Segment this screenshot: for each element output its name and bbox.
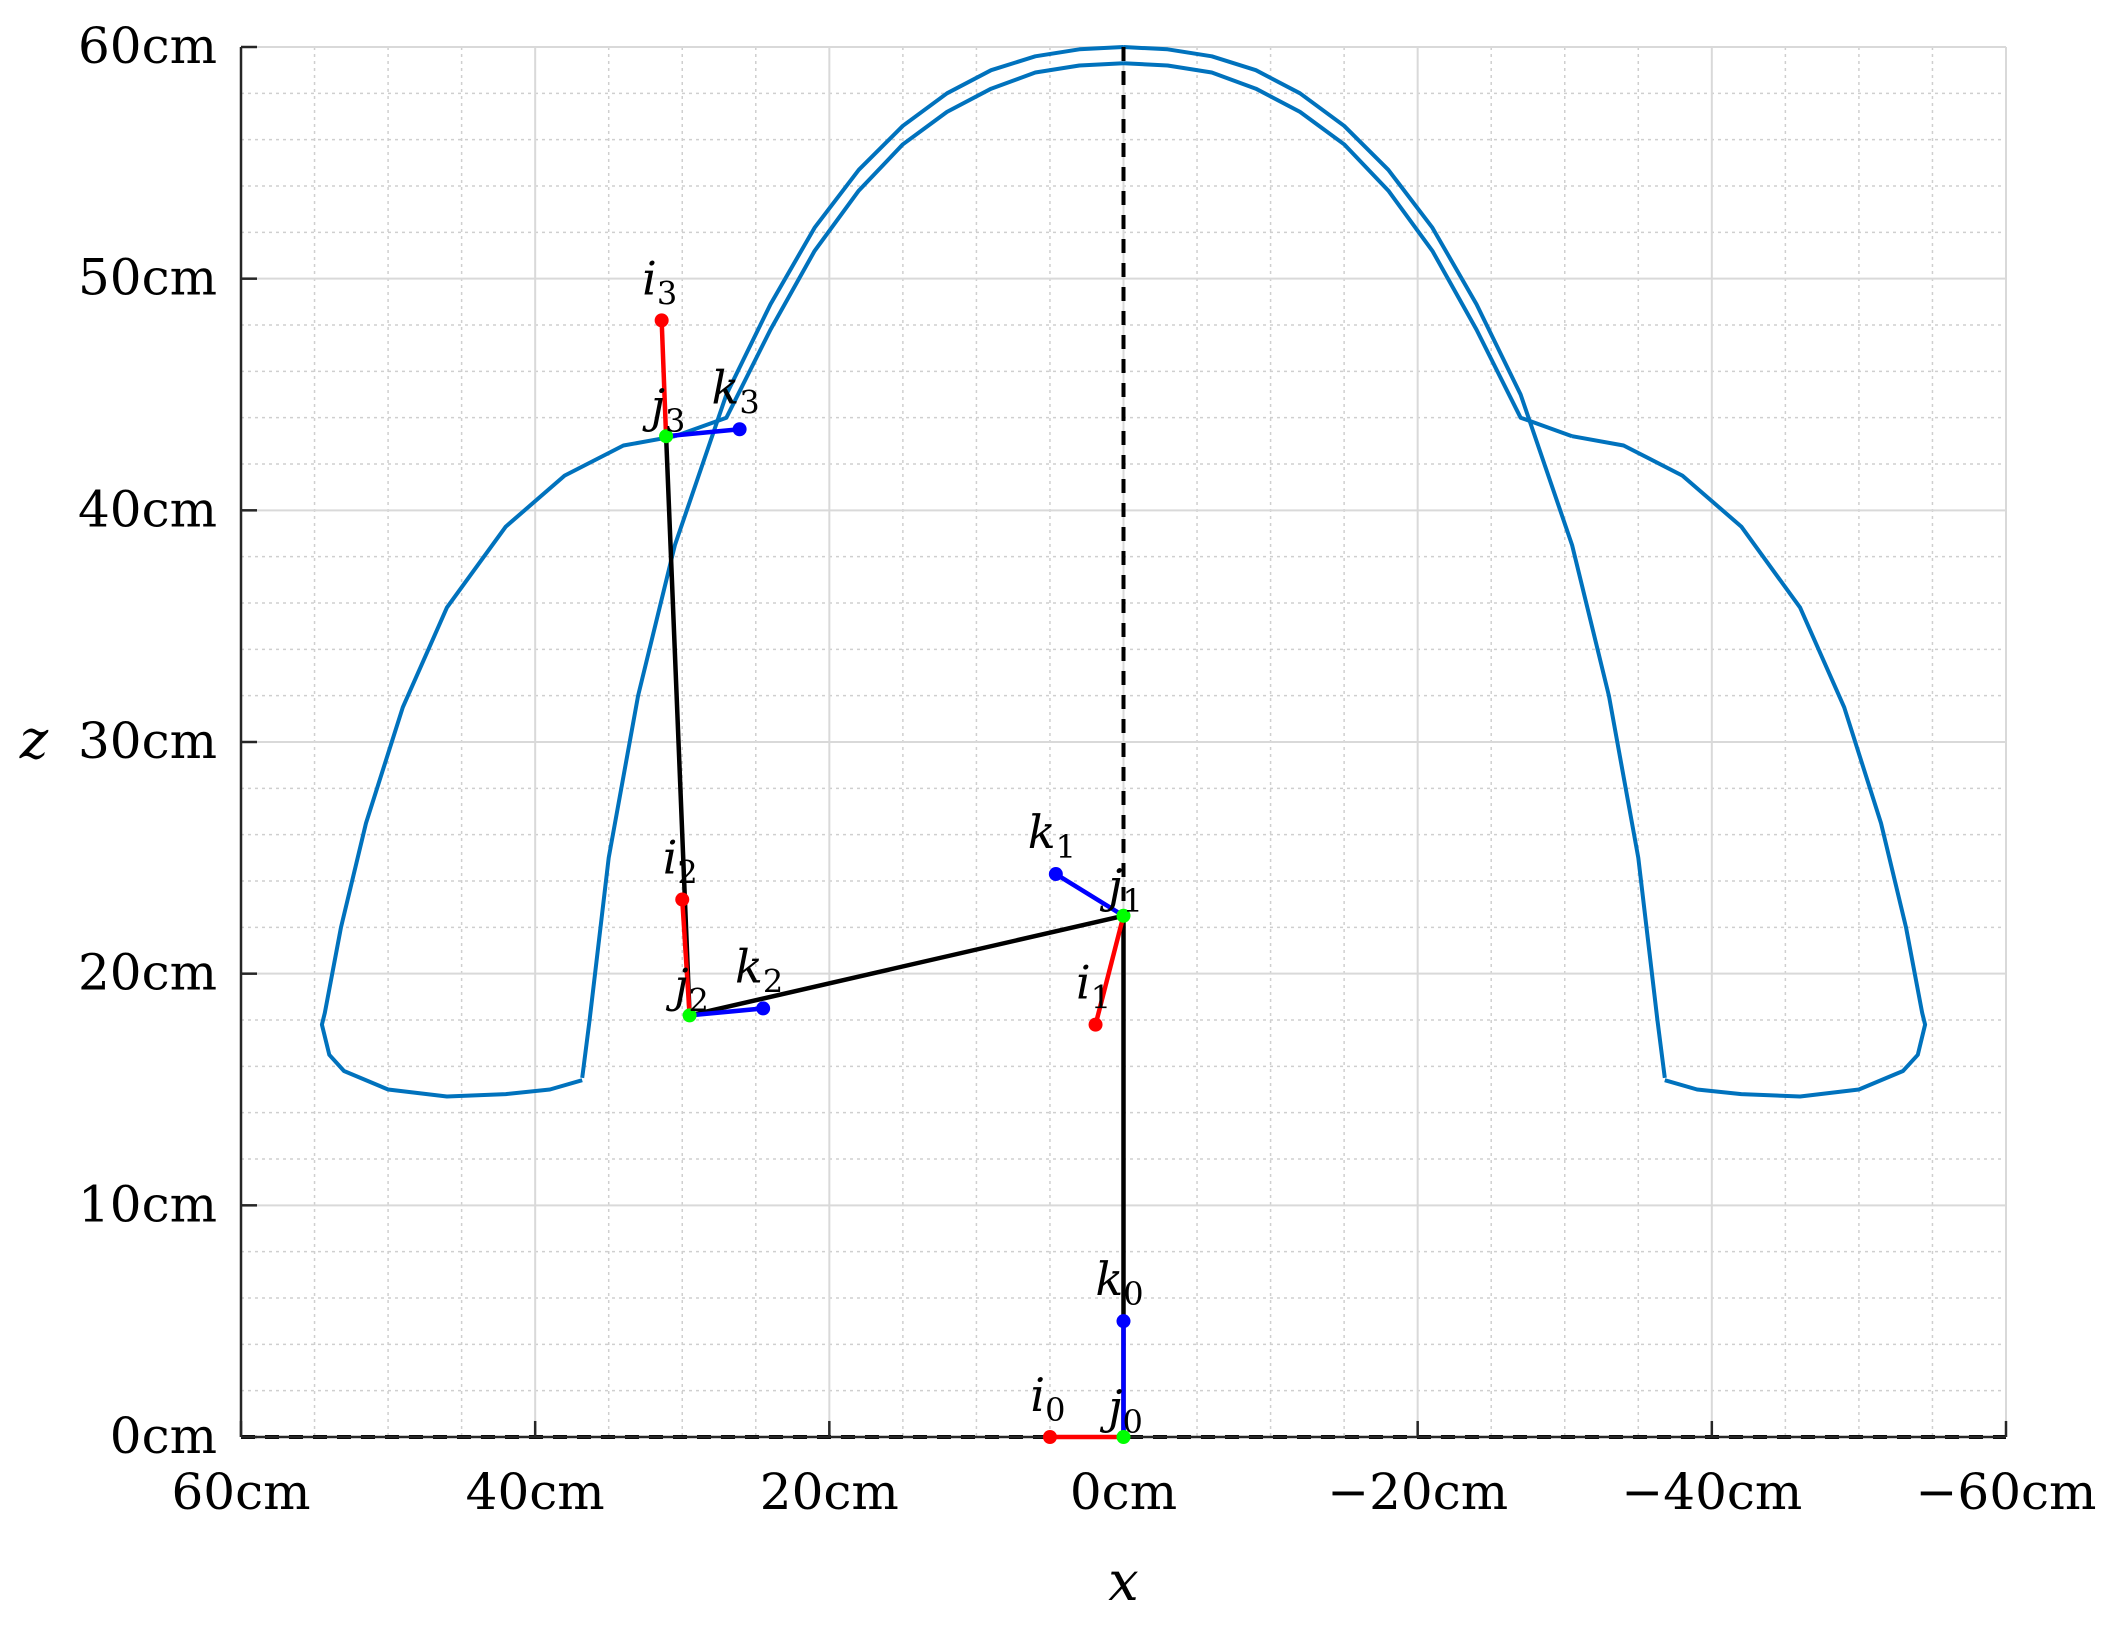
j-label-1: j1 bbox=[1099, 859, 1143, 920]
x-tick-label: −40cm bbox=[1621, 1463, 1802, 1521]
k-point-0 bbox=[1116, 1314, 1131, 1329]
i-axis-2 bbox=[680, 899, 692, 1016]
j-label-0: j0 bbox=[1099, 1380, 1143, 1441]
z-tick-label: 10cm bbox=[78, 1175, 217, 1233]
i-label-2: i2 bbox=[663, 831, 698, 892]
j-point-3 bbox=[659, 429, 674, 444]
j-point-0 bbox=[1116, 1430, 1131, 1444]
i-point-3 bbox=[654, 313, 669, 328]
workspace-boundary-1 bbox=[1123, 61, 1573, 439]
k-axis-2 bbox=[689, 1006, 764, 1018]
z-tick-label: 50cm bbox=[78, 249, 217, 307]
manipulator-links bbox=[663, 436, 1126, 1437]
x-tick-label: 20cm bbox=[760, 1463, 899, 1521]
k-label-2: k2 bbox=[735, 939, 783, 1000]
coordinate-frames: i0 j0 k0 i1 j1 k1 i2 j2 k2 i3 j3 k3 bbox=[642, 251, 1144, 1444]
x-tick-label: 0cm bbox=[1070, 1463, 1177, 1521]
x-tick-label: 60cm bbox=[171, 1463, 310, 1521]
k-axis-3 bbox=[665, 427, 740, 439]
z-axis-label: z bbox=[19, 708, 49, 771]
z-tick-label: 30cm bbox=[78, 712, 217, 770]
k-label-3: k3 bbox=[711, 360, 759, 421]
workspace-boundary-4 bbox=[674, 61, 1124, 439]
x-axis-label: x bbox=[1108, 1550, 1138, 1613]
x-tick-label: −20cm bbox=[1327, 1463, 1508, 1521]
workspace-boundary-2 bbox=[1571, 434, 1928, 1099]
link-chain bbox=[663, 436, 1126, 1437]
i-point-2 bbox=[675, 892, 690, 907]
i-point-1 bbox=[1088, 1017, 1103, 1032]
i-label-1: i1 bbox=[1076, 956, 1111, 1017]
k-point-2 bbox=[756, 1001, 771, 1016]
i-point-0 bbox=[1042, 1430, 1057, 1444]
frame-3: i3 j3 k3 bbox=[642, 251, 760, 444]
k-label-0: k0 bbox=[1095, 1252, 1143, 1313]
i-label-3: i3 bbox=[642, 251, 677, 312]
z-tick-label: 40cm bbox=[78, 480, 217, 538]
k-point-1 bbox=[1048, 867, 1063, 882]
axes: 60cm 40cm 20cm 0cm −20cm −40cm −60cm 0cm 10cm 20c… bbox=[78, 17, 2097, 1521]
workspace-boundary-3 bbox=[580, 45, 1124, 1079]
frame-2: i2 j2 k2 bbox=[663, 831, 783, 1023]
j-point-2 bbox=[682, 1008, 697, 1023]
k-label-1: k1 bbox=[1028, 805, 1076, 866]
z-tick-label: 0cm bbox=[110, 1407, 217, 1465]
x-tick-label: 40cm bbox=[466, 1463, 605, 1521]
i-axis-3 bbox=[659, 320, 669, 437]
j-label-3: j3 bbox=[642, 379, 686, 440]
k-axis-1 bbox=[1054, 872, 1125, 918]
k-point-3 bbox=[732, 422, 747, 437]
x-tick-label: −60cm bbox=[1916, 1463, 2097, 1521]
j-point-1 bbox=[1116, 908, 1131, 923]
i-label-0: i0 bbox=[1030, 1368, 1065, 1429]
z-tick-label: 20cm bbox=[78, 944, 217, 1002]
i-axis-1 bbox=[1093, 915, 1126, 1026]
frame-0: i0 j0 k0 bbox=[1030, 1252, 1144, 1444]
workspace-boundary-5 bbox=[319, 434, 676, 1099]
workspace-curves bbox=[319, 45, 1928, 1099]
z-tick-label: 60cm bbox=[78, 17, 217, 75]
workspace-boundary-0 bbox=[1123, 45, 1667, 1079]
j-label-2: j2 bbox=[665, 958, 709, 1019]
